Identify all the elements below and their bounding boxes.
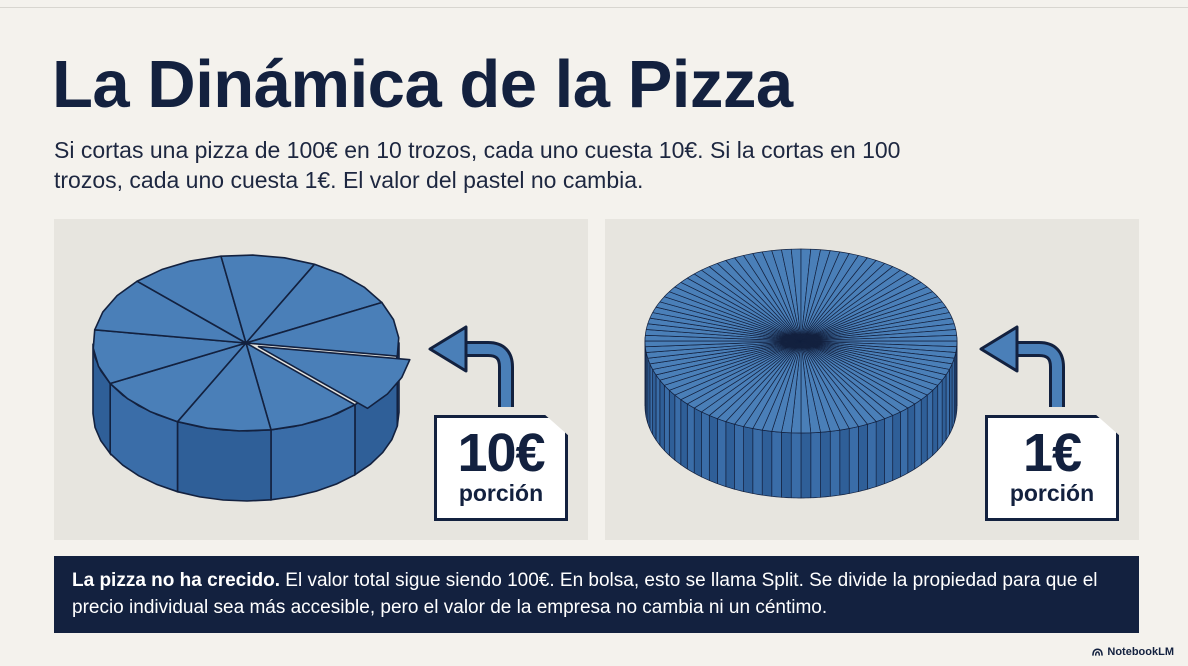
pizza-side-slice <box>900 407 909 478</box>
banner-bold-text: La pizza no ha crecido. <box>72 570 280 591</box>
arrow-right-icon <box>979 325 1065 407</box>
price-value: 1€ <box>1022 423 1082 483</box>
pizza-side-slice <box>800 432 812 499</box>
pizza-side-slice <box>668 389 676 461</box>
page-subtitle: Si cortas una pizza de 100€ en 10 trozos… <box>54 137 901 193</box>
pizza-side-slice <box>810 431 821 499</box>
price-label: porción <box>458 480 544 506</box>
pizza-side-slice <box>941 373 947 447</box>
pizza-side-slice <box>820 430 831 498</box>
pizza-side-slice <box>725 421 735 490</box>
pizza-side-slice <box>652 368 657 442</box>
pizza-side-slice <box>734 423 744 492</box>
pizza-top-slice <box>800 334 958 342</box>
pizza-side-slice <box>781 431 792 499</box>
pizza-top-slice <box>257 345 411 410</box>
brand-name: NotebookLM <box>1107 646 1174 658</box>
banner-text: El valor total sigue siendo 100€. En bol… <box>72 570 1098 618</box>
pizza-10-slices-icon <box>92 254 514 502</box>
pizza-side-slice <box>717 418 727 488</box>
pizza-side-slice <box>829 429 841 497</box>
panel-ten-slices: 10€ porción <box>54 219 588 540</box>
panel-hundred-slices: 1€ porción <box>605 219 1139 540</box>
pizza-side-slice <box>649 363 653 435</box>
pizza-side-slice <box>848 426 859 494</box>
pizza-side-slice <box>839 428 850 496</box>
pizza-side-slice <box>926 389 934 461</box>
pizza-side-slice <box>680 398 688 470</box>
pizza-side-slice <box>892 411 901 481</box>
pizza-side-slice <box>674 394 682 466</box>
pizza-100-slices-icon <box>644 248 1065 499</box>
price-value: 10€ <box>457 423 545 483</box>
price-tag-10: 10€ porción <box>434 415 568 521</box>
pizza-side-slice <box>937 379 943 452</box>
pizza-side-slice <box>659 379 665 452</box>
pizza-side-slice <box>771 430 782 498</box>
pizza-side-slice <box>176 420 272 502</box>
pizza-side-slice <box>790 432 802 499</box>
pizza-side-slice <box>761 429 773 497</box>
pizza-side-slice <box>743 426 754 494</box>
pizza-side-slice <box>708 414 718 485</box>
pizza-side-slice <box>686 403 695 474</box>
pizza-side-slice <box>858 423 868 492</box>
price-label: porción <box>1009 480 1095 506</box>
pizza-side-slice <box>752 428 763 496</box>
pizza-side-slice <box>949 363 953 435</box>
page-title: La Dinámica de la Pizza <box>52 47 793 122</box>
pizza-top-slice <box>245 301 400 357</box>
arrow-left-icon <box>428 325 514 407</box>
pizza-side-slice <box>701 411 710 481</box>
pizza-side-slice <box>932 384 939 457</box>
pizza-side-slice <box>945 368 950 442</box>
pizza-side-slice <box>920 394 928 466</box>
pizza-side-slice <box>693 407 702 478</box>
pizza-side-slice <box>914 398 922 470</box>
top-divider <box>0 7 1188 8</box>
pizza-side-slice <box>655 373 661 447</box>
pizza-side-slice <box>907 403 916 474</box>
notebooklm-icon <box>1092 648 1104 656</box>
pizza-side-slice <box>663 384 670 457</box>
brand-logo: NotebookLM <box>1092 646 1174 658</box>
price-tag-1: 1€ porción <box>985 415 1119 521</box>
pizza-side-slice <box>867 421 877 490</box>
summary-banner: La pizza no ha crecido. El valor total s… <box>54 556 1139 633</box>
pizza-side-slice <box>875 418 885 488</box>
pizza-side-slice <box>884 414 894 485</box>
